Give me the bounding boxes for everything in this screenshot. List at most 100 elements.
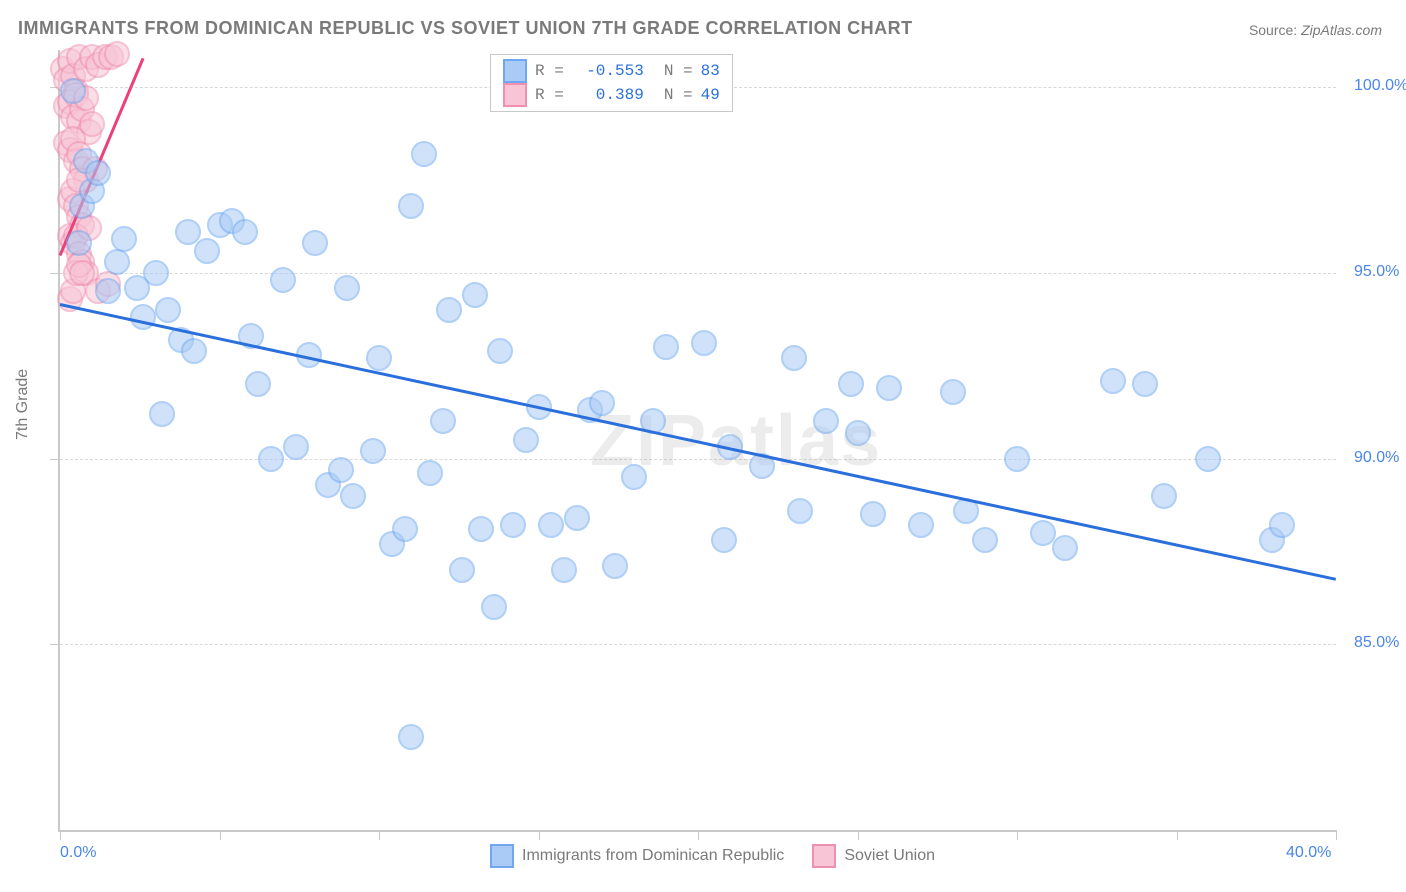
data-point [181, 338, 207, 364]
x-tick [220, 830, 221, 840]
data-point [781, 345, 807, 371]
data-point [430, 408, 456, 434]
data-point [838, 371, 864, 397]
data-point [1100, 368, 1126, 394]
x-tick [60, 830, 61, 840]
data-point [417, 460, 443, 486]
data-point [462, 282, 488, 308]
x-tick [698, 830, 699, 840]
data-point [143, 260, 169, 286]
data-point [500, 512, 526, 538]
scatter-plot: 85.0%90.0%95.0%100.0%0.0%40.0%ZIPatlasR … [58, 50, 1336, 832]
data-point [940, 379, 966, 405]
data-point [111, 226, 137, 252]
data-point [551, 557, 577, 583]
data-point [66, 230, 92, 256]
data-point [398, 193, 424, 219]
data-point [787, 498, 813, 524]
data-point [621, 464, 647, 490]
data-point [1269, 512, 1295, 538]
x-tick [539, 830, 540, 840]
data-point [283, 434, 309, 460]
stat-r-value: -0.553 [572, 62, 644, 80]
legend-swatch [490, 844, 514, 868]
x-tick [1336, 830, 1337, 840]
data-point [449, 557, 475, 583]
data-point [149, 401, 175, 427]
gridline [60, 644, 1336, 645]
data-point [481, 594, 507, 620]
stat-r-value: 0.389 [572, 86, 644, 104]
data-point [1132, 371, 1158, 397]
y-tick-label: 95.0% [1354, 263, 1399, 281]
y-tick [50, 459, 60, 460]
legend-item: Soviet Union [812, 844, 935, 868]
source-value: ZipAtlas.com [1301, 22, 1382, 38]
data-point [232, 219, 258, 245]
data-point [513, 427, 539, 453]
data-point [436, 297, 462, 323]
data-point [366, 345, 392, 371]
data-point [1004, 446, 1030, 472]
stat-n-value: 49 [701, 86, 720, 104]
data-point [876, 375, 902, 401]
data-point [538, 512, 564, 538]
data-point [653, 334, 679, 360]
data-point [1195, 446, 1221, 472]
data-point [270, 267, 296, 293]
x-max-label: 40.0% [1286, 844, 1331, 862]
stats-legend-row: R =-0.553N =83 [503, 59, 720, 83]
data-point [95, 278, 121, 304]
x-min-label: 0.0% [60, 844, 96, 862]
gridline [60, 273, 1336, 274]
stat-r-label: R = [535, 62, 564, 80]
data-point [411, 141, 437, 167]
data-point [972, 527, 998, 553]
data-point [334, 275, 360, 301]
data-point [602, 553, 628, 579]
data-point [908, 512, 934, 538]
data-point [104, 41, 130, 67]
y-tick [50, 644, 60, 645]
data-point [564, 505, 590, 531]
data-point [245, 371, 271, 397]
data-point [813, 408, 839, 434]
source-attribution: Source: ZipAtlas.com [1249, 22, 1382, 38]
data-point [845, 420, 871, 446]
stat-n-label: N = [664, 86, 693, 104]
legend-swatch [503, 83, 527, 107]
data-point [104, 249, 130, 275]
data-point [155, 297, 181, 323]
legend-item: Immigrants from Dominican Republic [490, 844, 784, 868]
data-point [328, 457, 354, 483]
y-tick-label: 90.0% [1354, 449, 1399, 467]
data-point [360, 438, 386, 464]
y-tick-label: 100.0% [1354, 77, 1406, 95]
data-point [69, 260, 95, 286]
series-legend: Immigrants from Dominican Republic Soviet… [490, 844, 935, 868]
y-axis-label: 7th Grade [14, 369, 32, 440]
data-point [340, 483, 366, 509]
data-point [194, 238, 220, 264]
y-tick-label: 85.0% [1354, 634, 1399, 652]
x-tick [858, 830, 859, 840]
gridline [60, 459, 1336, 460]
data-point [691, 330, 717, 356]
legend-label: Immigrants from Dominican Republic [522, 847, 784, 865]
legend-swatch [503, 59, 527, 83]
data-point [468, 516, 494, 542]
stats-legend-row: R =0.389N =49 [503, 83, 720, 107]
x-tick [379, 830, 380, 840]
data-point [1151, 483, 1177, 509]
stats-legend: R =-0.553N =83R =0.389N =49 [490, 54, 733, 112]
legend-swatch [812, 844, 836, 868]
data-point [130, 304, 156, 330]
data-point [1030, 520, 1056, 546]
chart-title: IMMIGRANTS FROM DOMINICAN REPUBLIC VS SO… [18, 18, 913, 39]
data-point [711, 527, 737, 553]
data-point [487, 338, 513, 364]
data-point [258, 446, 284, 472]
stat-n-label: N = [664, 62, 693, 80]
data-point [392, 516, 418, 542]
data-point [302, 230, 328, 256]
